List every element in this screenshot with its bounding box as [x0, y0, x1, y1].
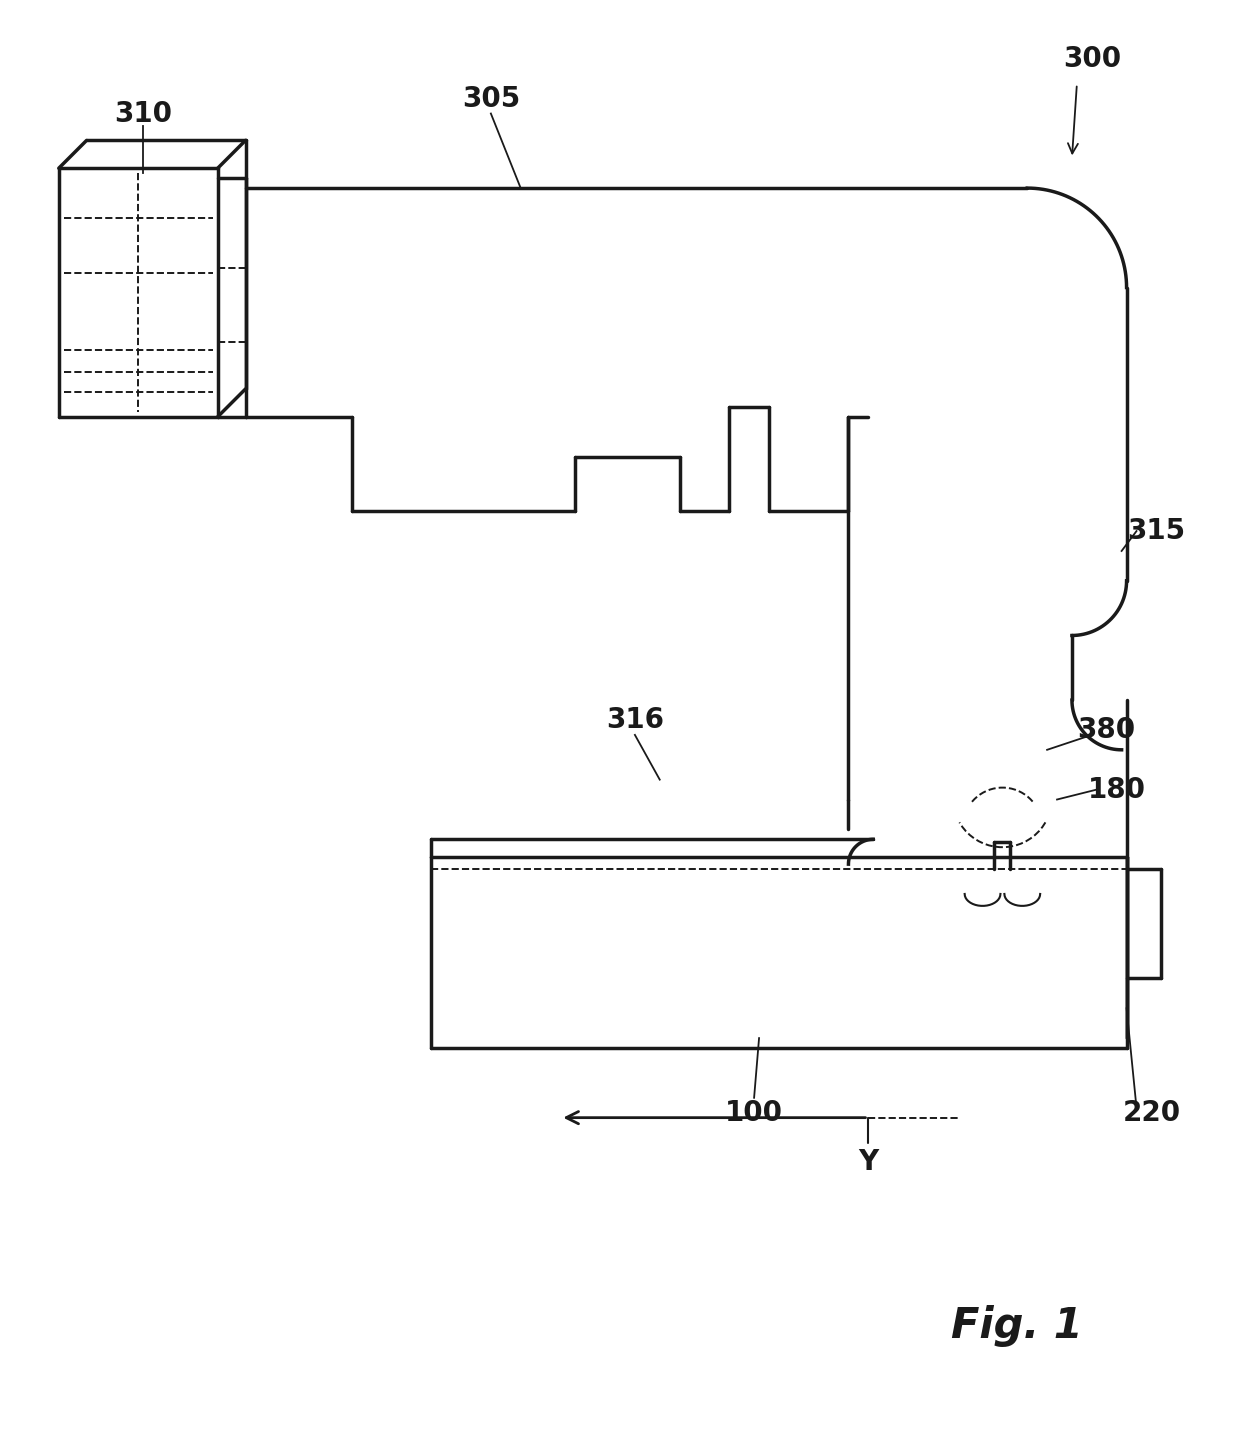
Text: 380: 380	[1078, 716, 1136, 744]
Text: 305: 305	[461, 85, 520, 113]
Text: 180: 180	[1087, 776, 1146, 803]
Text: 310: 310	[114, 99, 172, 128]
Text: 316: 316	[606, 706, 663, 734]
Text: Y: Y	[858, 1149, 878, 1176]
Text: 300: 300	[1063, 44, 1121, 73]
Text: 100: 100	[725, 1098, 784, 1127]
Text: 315: 315	[1127, 518, 1185, 545]
Text: Fig. 1: Fig. 1	[951, 1305, 1084, 1348]
Text: 220: 220	[1122, 1098, 1180, 1127]
